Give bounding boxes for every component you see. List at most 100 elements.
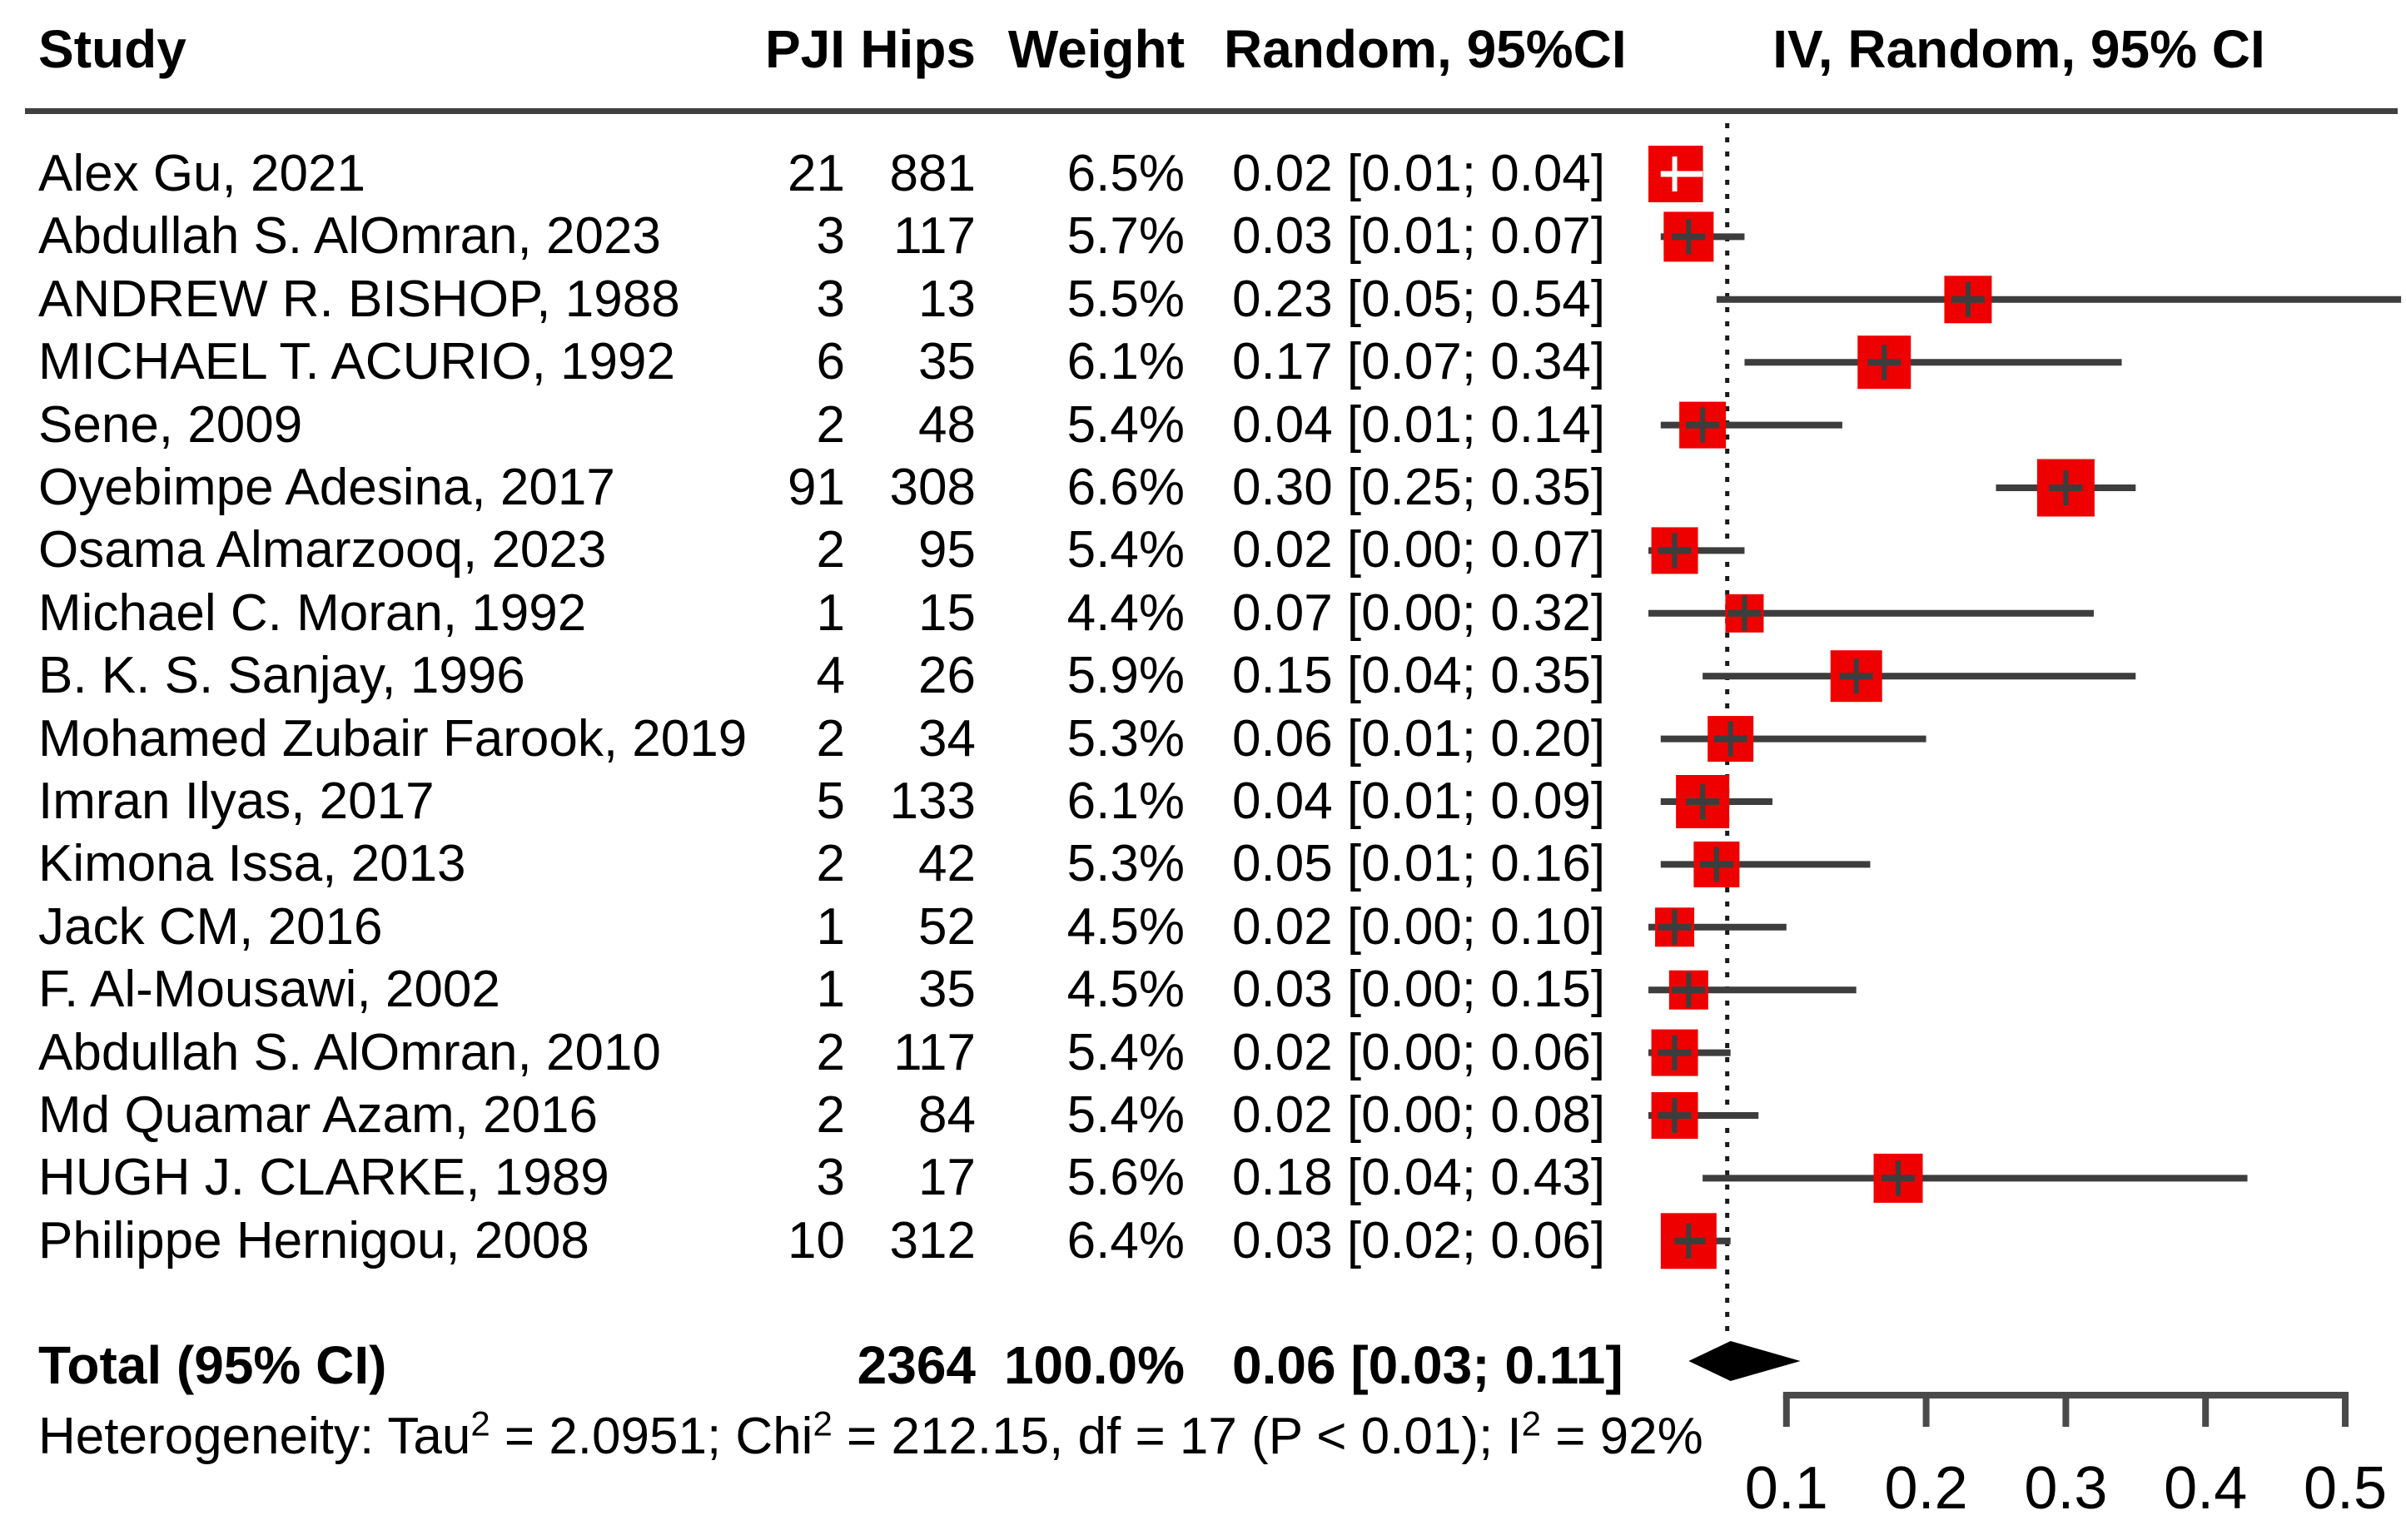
- pji-value: 3: [816, 1149, 845, 1206]
- total-weight-value: 100.0%: [1003, 1335, 1185, 1395]
- weight-value: 6.1%: [1066, 333, 1185, 390]
- x-axis-tick-label: 0.4: [2164, 1455, 2247, 1522]
- hips-value: 17: [918, 1149, 976, 1206]
- study-name: Oyebimpe Adesina, 2017: [38, 459, 615, 516]
- study-name: Alex Gu, 2021: [38, 145, 365, 202]
- pji-value: 21: [788, 145, 845, 202]
- ci-text: 0.30 [0.25; 0.35]: [1232, 459, 1606, 516]
- column-header-iv-random-ci: IV, Random, 95% CI: [1772, 19, 2265, 79]
- weight-value: 5.4%: [1066, 1086, 1185, 1144]
- study-name: Philippe Hernigou, 2008: [38, 1212, 589, 1269]
- hips-value: 133: [889, 772, 976, 830]
- hips-value: 13: [918, 271, 976, 328]
- weight-value: 6.1%: [1066, 772, 1185, 830]
- heterogeneity-text: Heterogeneity: Tau2 = 2.0951; Chi2 = 212…: [38, 1405, 1703, 1468]
- hips-value: 52: [918, 898, 976, 956]
- study-name: F. Al-Mousawi, 2002: [38, 961, 500, 1018]
- ci-text: 0.15 [0.04; 0.35]: [1232, 647, 1606, 704]
- hips-value: 95: [918, 521, 976, 579]
- column-header-hips: Hips: [860, 19, 976, 79]
- weight-value: 6.4%: [1066, 1212, 1185, 1269]
- ci-text: 0.18 [0.04; 0.43]: [1232, 1149, 1606, 1206]
- study-name: Mohamed Zubair Farook, 2019: [38, 710, 748, 768]
- weight-value: 5.9%: [1066, 647, 1185, 704]
- study-name: Abdullah S. AlOmran, 2010: [38, 1024, 661, 1081]
- study-name: Jack CM, 2016: [38, 898, 383, 956]
- column-header-pji: PJI: [764, 19, 845, 79]
- weight-value: 4.5%: [1066, 898, 1185, 956]
- weight-value: 4.5%: [1066, 961, 1185, 1018]
- total-label: Total (95% CI): [38, 1335, 387, 1395]
- total-hips-value: 2364: [857, 1335, 976, 1395]
- study-name: Sene, 2009: [38, 396, 303, 454]
- ci-text: 0.07 [0.00; 0.32]: [1232, 584, 1606, 642]
- hips-value: 48: [918, 396, 976, 454]
- heterogeneity-segment: Heterogeneity: Tau: [38, 1408, 471, 1465]
- header-divider-rule: [25, 108, 2398, 114]
- ci-text: 0.03 [0.02; 0.06]: [1232, 1212, 1606, 1269]
- hips-value: 312: [889, 1212, 976, 1269]
- hips-value: 26: [918, 647, 976, 704]
- hips-value: 35: [918, 961, 976, 1018]
- pji-value: 5: [816, 772, 845, 830]
- ci-text: 0.04 [0.01; 0.14]: [1232, 396, 1606, 454]
- weight-value: 5.3%: [1066, 835, 1185, 892]
- ci-text: 0.02 [0.00; 0.07]: [1232, 521, 1606, 579]
- x-axis-tick-label: 0.3: [2024, 1455, 2107, 1522]
- hips-value: 117: [893, 207, 976, 265]
- ci-text: 0.23 [0.05; 0.54]: [1232, 271, 1606, 328]
- weight-value: 5.5%: [1066, 271, 1185, 328]
- heterogeneity-superscript: 2: [813, 1403, 833, 1443]
- ci-text: 0.05 [0.01; 0.16]: [1232, 835, 1606, 892]
- ci-text: 0.02 [0.00; 0.08]: [1232, 1086, 1606, 1144]
- column-header-random-ci: Random, 95%CI: [1224, 19, 1627, 79]
- study-name: Osama Almarzooq, 2023: [38, 521, 607, 579]
- weight-value: 4.4%: [1066, 584, 1185, 642]
- x-axis-tick-label: 0.5: [2304, 1455, 2387, 1522]
- pji-value: 2: [816, 1086, 845, 1144]
- hips-value: 84: [918, 1086, 976, 1144]
- heterogeneity-superscript: 2: [470, 1403, 490, 1443]
- pji-value: 10: [788, 1212, 845, 1269]
- study-name: Abdullah S. AlOmran, 2023: [38, 207, 661, 265]
- study-name: Md Quamar Azam, 2016: [38, 1086, 598, 1144]
- pji-value: 2: [816, 396, 845, 454]
- study-name: HUGH J. CLARKE, 1989: [38, 1149, 609, 1206]
- pji-value: 1: [816, 898, 845, 956]
- study-name: MICHAEL T. ACURIO, 1992: [38, 333, 675, 390]
- weight-value: 5.4%: [1066, 396, 1185, 454]
- ci-text: 0.02 [0.00; 0.06]: [1232, 1024, 1606, 1081]
- weight-value: 5.3%: [1066, 710, 1185, 768]
- pji-value: 2: [816, 1024, 845, 1081]
- pji-value: 2: [816, 710, 845, 768]
- heterogeneity-segment: = 2.0951; Chi: [490, 1408, 813, 1465]
- column-header-weight: Weight: [1007, 19, 1185, 79]
- hips-value: 42: [918, 835, 976, 892]
- study-name: ANDREW R. BISHOP, 1988: [38, 271, 680, 328]
- ci-text: 0.06 [0.01; 0.20]: [1232, 710, 1606, 768]
- heterogeneity-segment: = 212.15, df = 17 (P < 0.01); I: [832, 1408, 1522, 1465]
- pji-value: 3: [816, 271, 845, 328]
- ci-text: 0.03 [0.00; 0.15]: [1232, 961, 1606, 1018]
- hips-value: 34: [918, 710, 976, 768]
- heterogeneity-superscript: 2: [1521, 1403, 1541, 1443]
- ci-text: 0.04 [0.01; 0.09]: [1232, 772, 1606, 830]
- ci-text: 0.02 [0.01; 0.04]: [1232, 145, 1606, 202]
- heterogeneity-segment: = 92%: [1541, 1408, 1703, 1465]
- ci-text: 0.02 [0.00; 0.10]: [1232, 898, 1606, 956]
- x-axis-tick-label: 0.2: [1885, 1455, 1968, 1522]
- pji-value: 91: [788, 459, 845, 516]
- weight-value: 5.4%: [1066, 521, 1185, 579]
- pji-value: 1: [816, 961, 845, 1018]
- weight-value: 5.7%: [1066, 207, 1185, 265]
- study-name: Imran Ilyas, 2017: [38, 772, 435, 830]
- ci-text: 0.17 [0.07; 0.34]: [1232, 333, 1606, 390]
- hips-value: 881: [889, 145, 976, 202]
- hips-value: 117: [893, 1024, 976, 1081]
- pji-value: 2: [816, 835, 845, 892]
- study-name: B. K. S. Sanjay, 1996: [38, 647, 525, 704]
- pji-value: 2: [816, 521, 845, 579]
- pooled-diamond: [1688, 1341, 1801, 1381]
